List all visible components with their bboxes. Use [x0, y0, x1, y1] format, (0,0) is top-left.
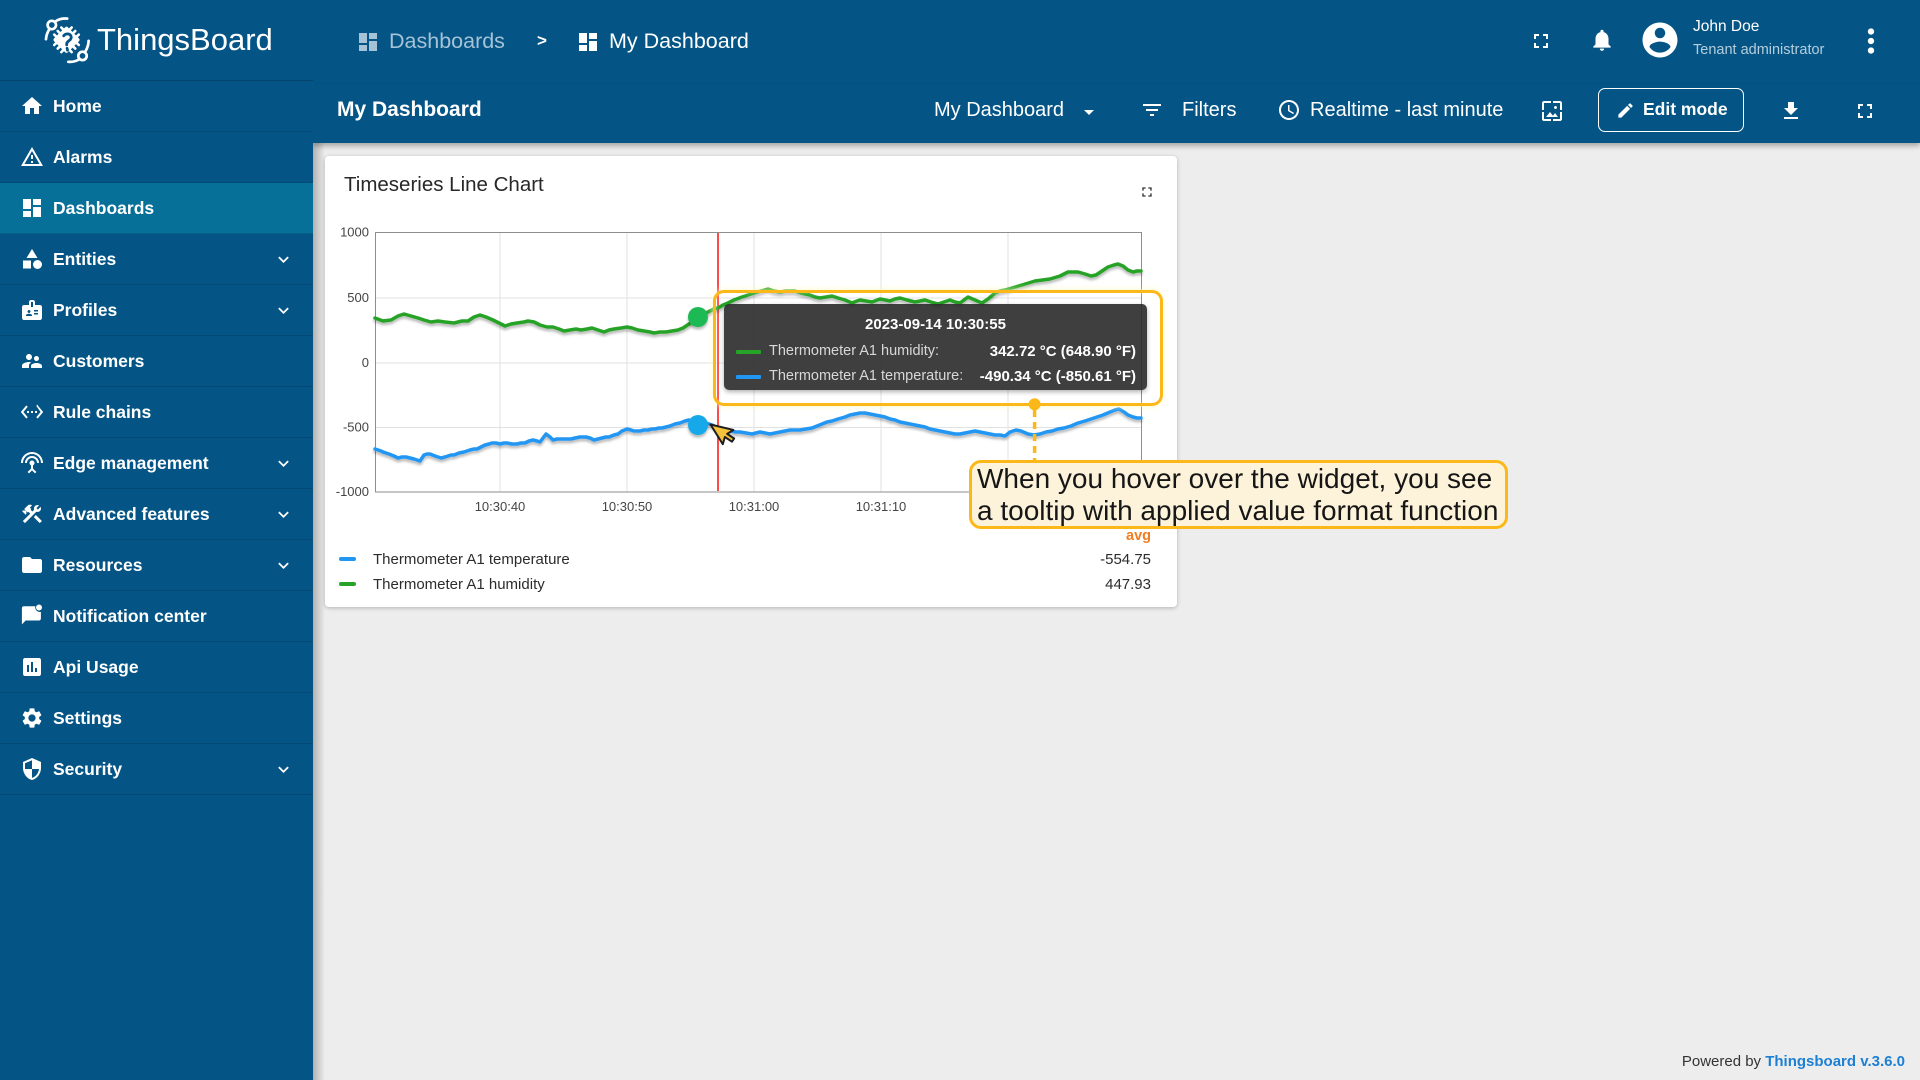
svg-text:-1000: -1000 — [336, 484, 369, 499]
svg-text:1000: 1000 — [340, 225, 369, 240]
svg-text:500: 500 — [347, 290, 369, 305]
svg-text:10:30:40: 10:30:40 — [475, 499, 526, 514]
svg-text:10:31:00: 10:31:00 — [729, 499, 780, 514]
svg-text:-500: -500 — [343, 420, 369, 435]
svg-text:10:31:10: 10:31:10 — [856, 499, 907, 514]
svg-text:10:30:50: 10:30:50 — [602, 499, 653, 514]
svg-text:0: 0 — [362, 355, 369, 370]
